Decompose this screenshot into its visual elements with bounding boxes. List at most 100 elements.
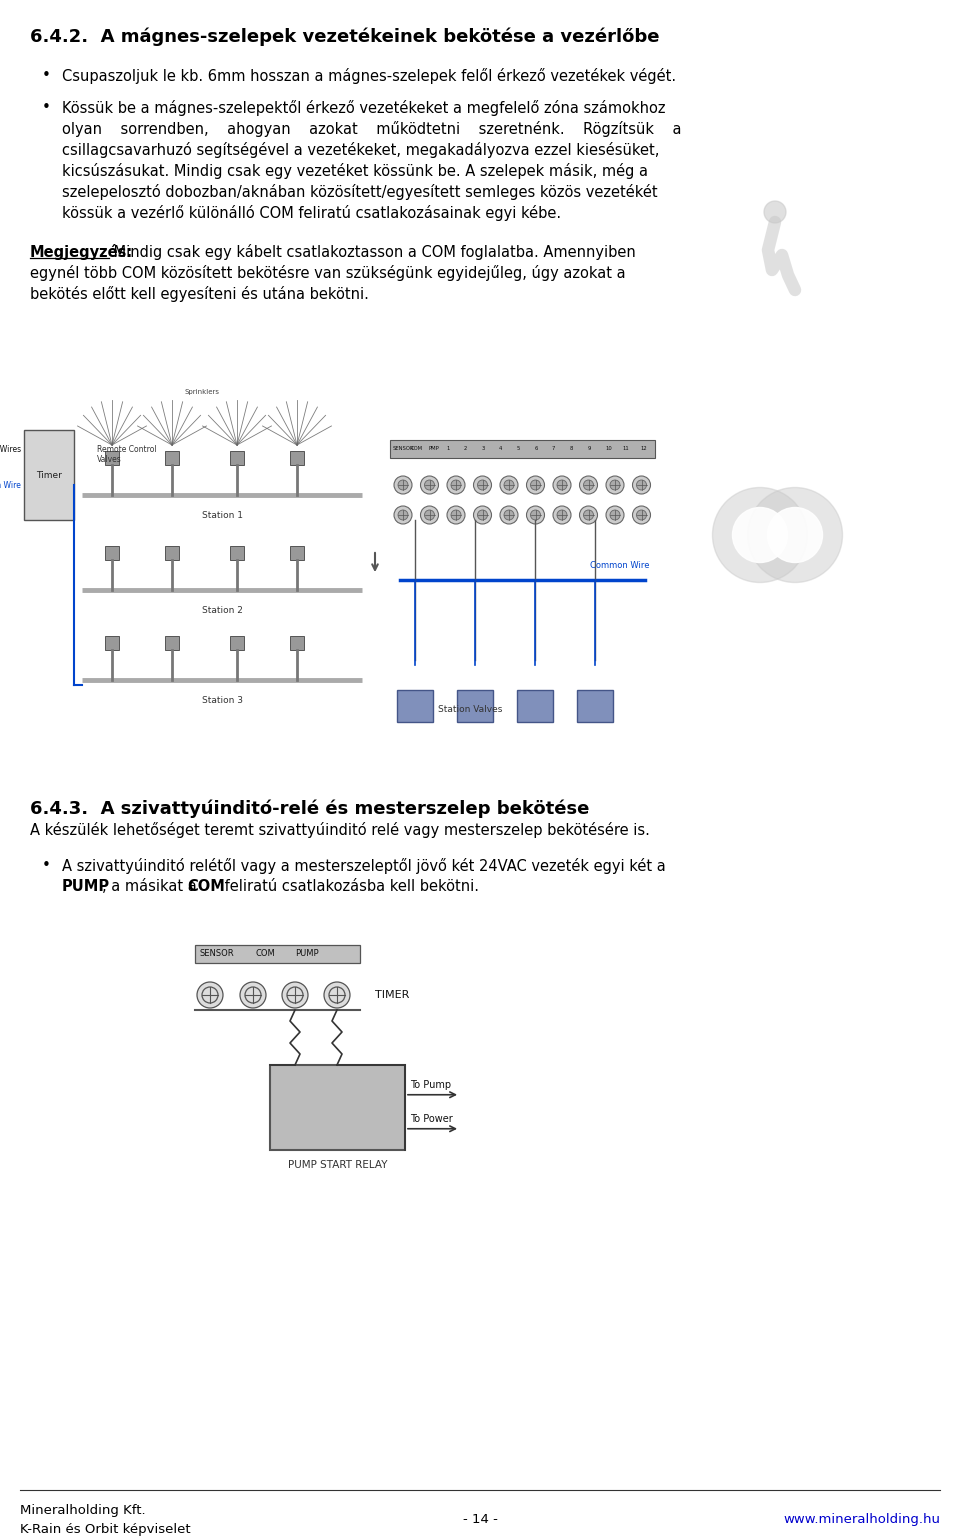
Circle shape bbox=[531, 480, 540, 490]
Circle shape bbox=[398, 510, 408, 521]
Bar bbox=[290, 451, 304, 465]
Text: Common Wire: Common Wire bbox=[0, 480, 21, 490]
Ellipse shape bbox=[764, 202, 786, 223]
Text: A készülék lehetőséget teremt szivattyúinditó relé vagy mesterszelep bekötésér: A készülék lehetőséget teremt szivattyú… bbox=[30, 822, 650, 838]
Bar bbox=[230, 451, 244, 465]
Text: PUMP: PUMP bbox=[295, 950, 319, 958]
Circle shape bbox=[447, 507, 465, 524]
Circle shape bbox=[394, 476, 412, 494]
Text: PUMP: PUMP bbox=[62, 879, 110, 895]
Bar bbox=[577, 690, 613, 722]
Text: PMP: PMP bbox=[428, 447, 439, 451]
Text: 8: 8 bbox=[569, 447, 573, 451]
Bar bbox=[105, 547, 119, 561]
Text: Station Valves: Station Valves bbox=[438, 705, 502, 715]
Circle shape bbox=[606, 507, 624, 524]
Text: Station 1: Station 1 bbox=[202, 511, 243, 521]
Text: COM: COM bbox=[187, 879, 225, 895]
Circle shape bbox=[557, 480, 567, 490]
Bar bbox=[517, 690, 553, 722]
Text: csillagcsavarhuzó segítségével a vezetékeket, megakadályozva ezzel kiesésüket,: csillagcsavarhuzó segítségével a vezeték… bbox=[62, 142, 660, 159]
Circle shape bbox=[557, 510, 567, 521]
Bar bbox=[230, 547, 244, 561]
Ellipse shape bbox=[767, 508, 823, 562]
Circle shape bbox=[553, 507, 571, 524]
Text: feliratú csatlakozásba kell bekötni.: feliratú csatlakozásba kell bekötni. bbox=[220, 879, 479, 895]
Text: 9: 9 bbox=[588, 447, 590, 451]
Bar bbox=[105, 451, 119, 465]
Bar bbox=[290, 547, 304, 561]
Circle shape bbox=[584, 510, 593, 521]
Text: Megjegyzés:: Megjegyzés: bbox=[30, 243, 133, 260]
Text: Station 2: Station 2 bbox=[202, 607, 243, 614]
Circle shape bbox=[633, 507, 651, 524]
Text: SENSOR: SENSOR bbox=[200, 950, 234, 958]
Text: Csupaszoljuk le kb. 6mm hosszan a mágnes-szelepek felől érkező vezetékek végét.: Csupaszoljuk le kb. 6mm hosszan a mágnes… bbox=[62, 68, 676, 85]
Bar bbox=[270, 1066, 405, 1150]
Circle shape bbox=[504, 480, 514, 490]
Circle shape bbox=[424, 480, 435, 490]
Text: Sprinklers: Sprinklers bbox=[184, 390, 220, 394]
Text: 4: 4 bbox=[499, 447, 502, 451]
Bar bbox=[165, 636, 179, 650]
Text: 6.4.2.  A mágnes-szelepek vezetékeinek bekötése a vezérlőbe: 6.4.2. A mágnes-szelepek vezetékeinek be… bbox=[30, 28, 660, 46]
Text: Mineralholding Kft.: Mineralholding Kft. bbox=[20, 1505, 146, 1517]
Circle shape bbox=[420, 507, 439, 524]
Circle shape bbox=[610, 510, 620, 521]
Text: Timer: Timer bbox=[36, 471, 62, 479]
Circle shape bbox=[473, 507, 492, 524]
Circle shape bbox=[606, 476, 624, 494]
Bar bbox=[290, 636, 304, 650]
Text: 11: 11 bbox=[623, 447, 630, 451]
Text: bekötés előtt kell egyesíteni és utána bekötni.: bekötés előtt kell egyesíteni és utána b… bbox=[30, 286, 369, 302]
Text: •: • bbox=[42, 68, 51, 83]
Text: 12: 12 bbox=[640, 447, 647, 451]
Text: To Power: To Power bbox=[410, 1113, 453, 1124]
Circle shape bbox=[447, 476, 465, 494]
Bar bbox=[230, 636, 244, 650]
Circle shape bbox=[580, 476, 597, 494]
Text: kicsúszásukat. Mindig csak egy vezetéket kössünk be. A szelepek másik, még a: kicsúszásukat. Mindig csak egy vezetéket… bbox=[62, 163, 648, 179]
Bar bbox=[165, 451, 179, 465]
Text: Kössük be a mágnes-szelepektől érkező vezetékeket a megfelelő zóna számokhoz: Kössük be a mágnes-szelepektől érkező ve… bbox=[62, 100, 665, 116]
Circle shape bbox=[451, 480, 461, 490]
Text: TIMER: TIMER bbox=[375, 990, 409, 999]
Circle shape bbox=[500, 476, 518, 494]
Bar bbox=[24, 430, 74, 521]
Text: 2: 2 bbox=[464, 447, 468, 451]
Circle shape bbox=[477, 510, 488, 521]
Bar bbox=[165, 547, 179, 561]
Text: kössük a vezérlő különálló COM feliratú csatlakozásainak egyi kébe.: kössük a vezérlő különálló COM feliratú … bbox=[62, 205, 562, 222]
Text: SENSOR: SENSOR bbox=[393, 447, 415, 451]
Ellipse shape bbox=[732, 508, 787, 562]
Text: K-Rain és Orbit képviselet: K-Rain és Orbit képviselet bbox=[20, 1523, 191, 1535]
Circle shape bbox=[526, 476, 544, 494]
Circle shape bbox=[633, 476, 651, 494]
Text: , a másikat a: , a másikat a bbox=[102, 879, 202, 895]
Text: 7: 7 bbox=[552, 447, 556, 451]
Bar bbox=[105, 636, 119, 650]
Circle shape bbox=[398, 480, 408, 490]
Circle shape bbox=[526, 507, 544, 524]
Text: egynél több COM közösített bekötésre van szükségünk egyidejűleg, úgy azokat a: egynél több COM közösített bekötésre van… bbox=[30, 265, 626, 280]
Circle shape bbox=[636, 510, 646, 521]
Text: Mindig csak egy kábelt csatlakoztasson a COM foglalatba. Amennyiben: Mindig csak egy kábelt csatlakoztasson a… bbox=[109, 243, 636, 260]
Text: 5: 5 bbox=[516, 447, 520, 451]
Text: •: • bbox=[42, 858, 51, 873]
Text: Station 3: Station 3 bbox=[202, 696, 243, 705]
Text: olyan    sorrendben,    ahogyan    azokat    működtetni    szeretnénk.    Rögzít: olyan sorrendben, ahogyan azokat működte… bbox=[62, 122, 682, 137]
Text: Common Wire: Common Wire bbox=[590, 561, 650, 570]
Bar bbox=[390, 440, 655, 457]
Text: 3: 3 bbox=[481, 447, 485, 451]
Circle shape bbox=[504, 510, 514, 521]
Circle shape bbox=[420, 476, 439, 494]
Circle shape bbox=[553, 476, 571, 494]
Circle shape bbox=[531, 510, 540, 521]
Text: To Pump: To Pump bbox=[410, 1080, 451, 1090]
Circle shape bbox=[500, 507, 518, 524]
Text: COM: COM bbox=[255, 950, 275, 958]
Text: A szivattyúinditó relétől vagy a mesterszeleptől jövő két 24VAC vezeték egyi k: A szivattyúinditó relétől vagy a meste… bbox=[62, 858, 665, 875]
Bar bbox=[397, 690, 433, 722]
Text: Remote Control
Valves: Remote Control Valves bbox=[97, 445, 156, 465]
Text: •: • bbox=[42, 100, 51, 116]
